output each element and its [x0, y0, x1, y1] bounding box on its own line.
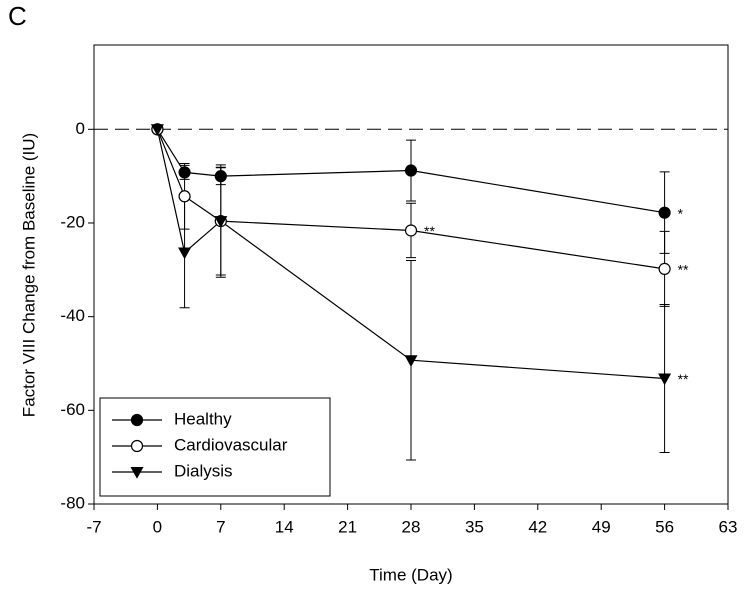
marker — [214, 216, 228, 228]
x-tick-label: 49 — [592, 517, 611, 536]
y-tick-label: 0 — [76, 119, 85, 138]
marker — [658, 206, 671, 219]
x-tick-label: 56 — [655, 517, 674, 536]
marker — [658, 262, 671, 275]
legend-marker — [130, 467, 144, 479]
x-tick-label: -7 — [86, 517, 101, 536]
y-axis-label: Factor VIII Change from Baseline (IU) — [19, 133, 38, 417]
marker — [658, 373, 672, 386]
legend-marker — [130, 413, 144, 427]
x-tick-label: 0 — [153, 517, 162, 536]
panel-label: C — [8, 1, 27, 31]
legend-marker — [130, 439, 144, 453]
marker — [404, 355, 418, 367]
y-tick-label: -80 — [60, 493, 85, 512]
y-tick-label: -60 — [60, 400, 85, 419]
x-tick-label: 63 — [719, 517, 738, 536]
y-tick-label: -40 — [60, 306, 85, 325]
marker — [178, 166, 191, 179]
marker — [178, 247, 192, 260]
legend-label: Dialysis — [174, 461, 233, 480]
marker — [214, 170, 227, 183]
x-tick-label: 42 — [528, 517, 547, 536]
annotation: ** — [424, 223, 435, 239]
marker — [404, 164, 418, 177]
x-axis-label: Time (Day) — [369, 565, 452, 584]
legend-label: Cardiovascular — [174, 435, 288, 454]
x-tick-label: 28 — [402, 517, 421, 536]
x-tick-label: 21 — [338, 517, 357, 536]
x-tick-label: 14 — [275, 517, 294, 536]
annotation: ** — [678, 371, 689, 387]
legend-label: Healthy — [174, 409, 232, 428]
annotation: ** — [678, 262, 689, 278]
marker — [178, 190, 191, 203]
marker — [404, 224, 418, 237]
y-tick-label: -20 — [60, 212, 85, 231]
marker — [150, 124, 164, 137]
annotation: * — [678, 205, 684, 221]
x-tick-label: 7 — [216, 517, 225, 536]
x-tick-label: 35 — [465, 517, 484, 536]
